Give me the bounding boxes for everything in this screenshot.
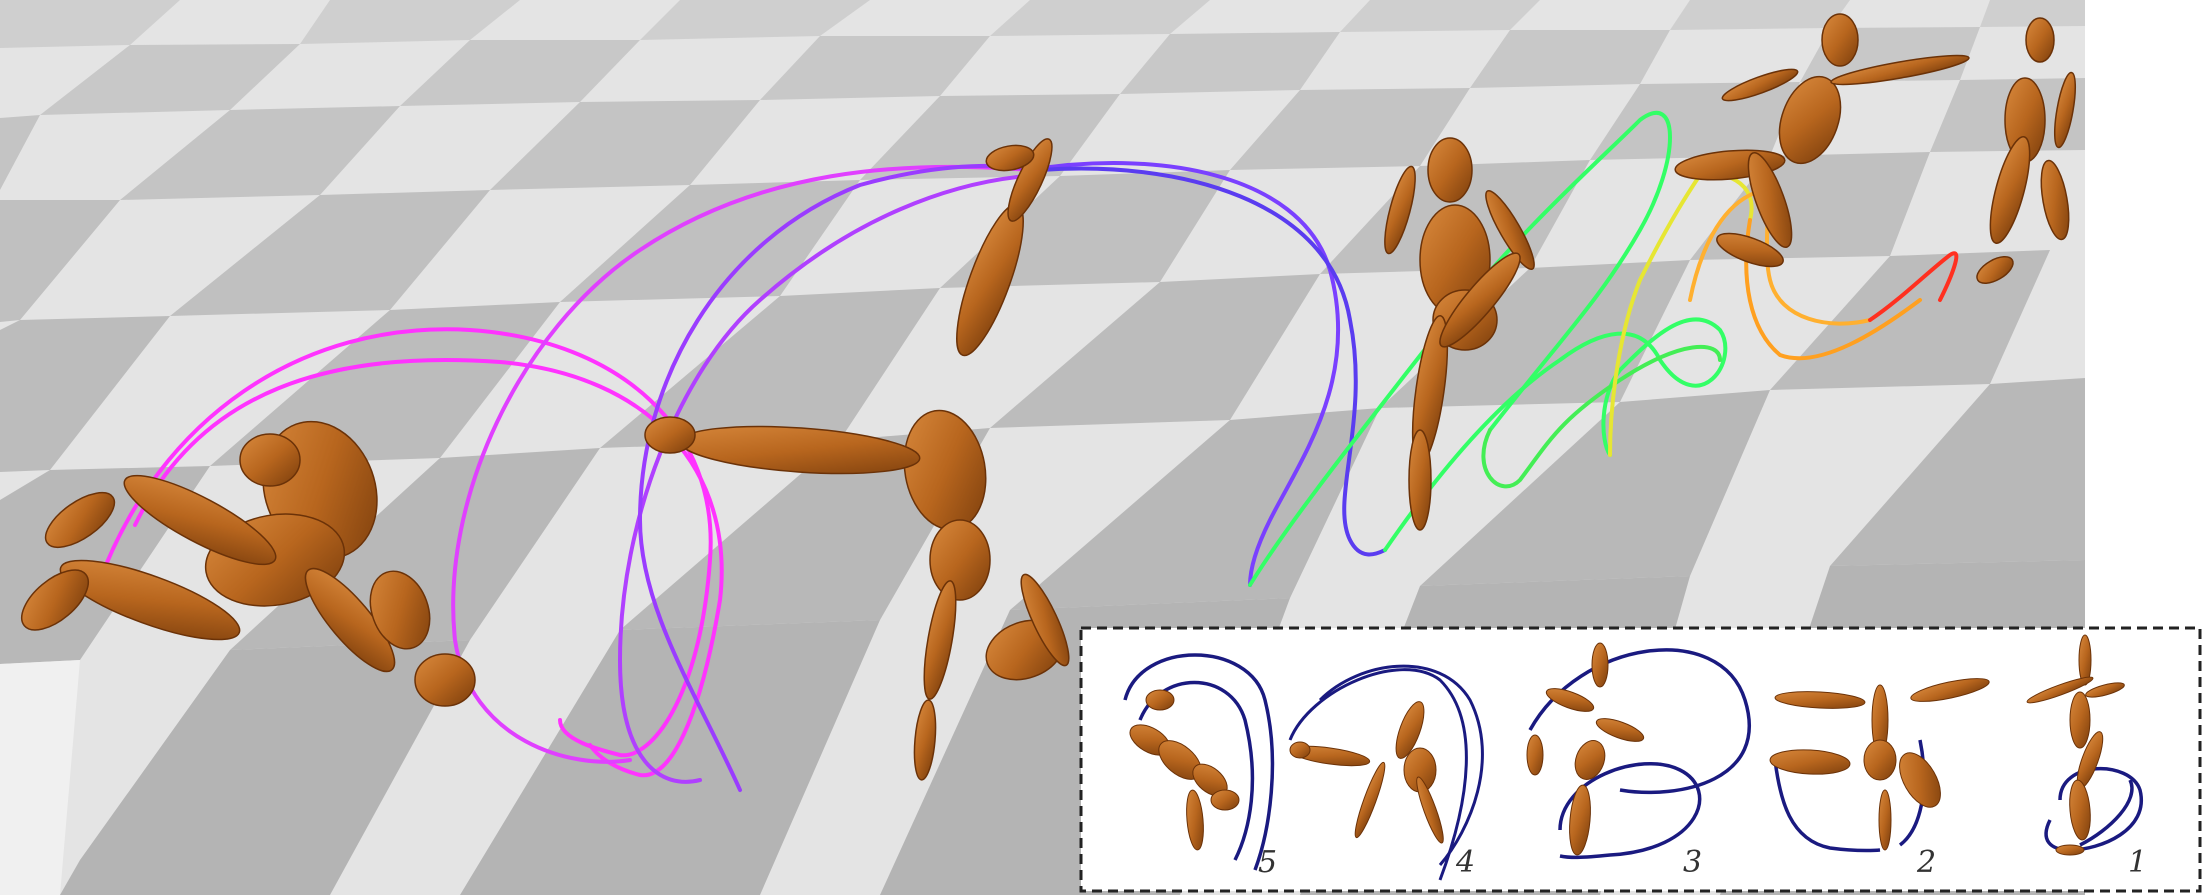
trail-magenta-2	[133, 358, 724, 778]
inset-panel: 5 4	[1079, 626, 2202, 893]
trail-green-3	[1481, 344, 1722, 489]
inset-pose-4	[1288, 664, 1484, 881]
trail-green-1	[1248, 111, 1672, 587]
inset-label-5: 5	[1258, 845, 1277, 880]
mannequin-kick	[1384, 137, 1535, 531]
motion-trails	[98, 111, 1959, 792]
mannequin-flying-kick	[1674, 13, 1970, 268]
trail-violet-3	[1028, 161, 1341, 587]
mannequin-poses	[21, 13, 2077, 781]
inset-pose-3	[1526, 642, 1752, 860]
trail-magenta-3	[451, 164, 1032, 764]
inset-label-3: 3	[1683, 845, 1702, 880]
inset-pose-1	[2026, 634, 2144, 856]
inset-label-1: 1	[2128, 845, 2147, 880]
inset-label-2: 2	[1916, 845, 1936, 880]
mannequin-cartwheel	[644, 138, 1070, 781]
inset-pose-2	[1769, 678, 1990, 853]
trail-green-2	[1383, 317, 1728, 552]
trail-red-1	[1868, 251, 1959, 322]
trail-blue-1	[1038, 166, 1387, 557]
mannequin-run	[1976, 17, 2077, 284]
trail-violet-2	[638, 163, 1032, 792]
inset-border	[1079, 626, 2202, 893]
inset-label-4: 4	[1455, 845, 1475, 880]
trail-orange-2	[1744, 218, 1922, 361]
inset-pose-5	[1123, 653, 1275, 871]
mannequin-crouch	[21, 420, 476, 707]
